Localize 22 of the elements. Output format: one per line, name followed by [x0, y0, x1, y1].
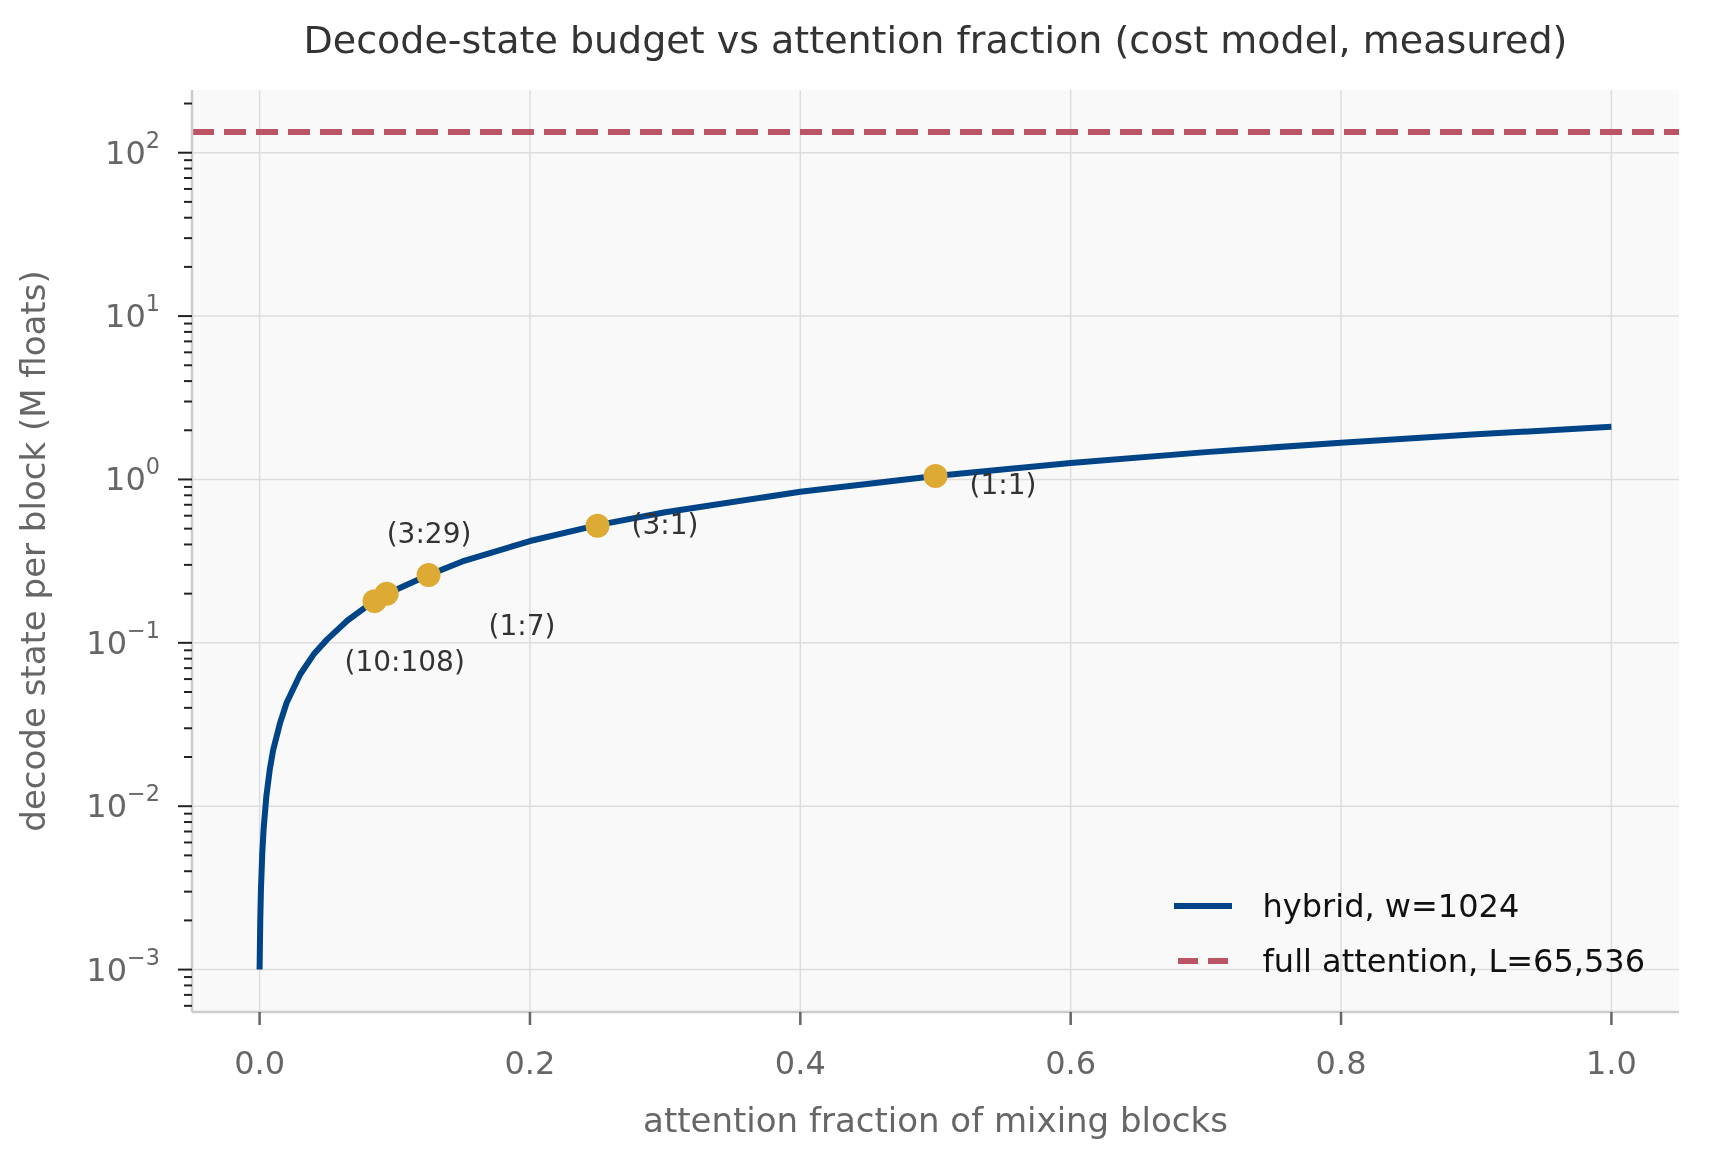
chart-title: Decode-state budget vs attention fraction (cost model, measured): [303, 18, 1568, 62]
y-tick-label: 10$^{2}$: [105, 126, 160, 172]
y-axis-title: decode state per block (M floats): [13, 270, 53, 832]
x-tick-label: 0.2: [504, 1043, 556, 1082]
y-tick-label: 10$^{0}$: [105, 453, 160, 499]
y-tick-label: 10$^{1}$: [105, 290, 160, 336]
annotation: (10:108): [344, 644, 465, 678]
x-tick-label: 0.8: [1315, 1043, 1367, 1082]
annotation: (1:7): [488, 608, 556, 642]
y-tick-label: 10$^{−3}$: [86, 943, 160, 989]
annotation: (3:1): [631, 507, 699, 541]
x-axis-title: attention fraction of mixing blocks: [643, 1100, 1228, 1140]
y-tick-label: 10$^{−2}$: [86, 780, 160, 826]
legend-label: full attention, L=65,536: [1262, 941, 1645, 980]
x-tick-label: 0.4: [774, 1043, 826, 1082]
y-tick-label: 10$^{−1}$: [86, 616, 160, 662]
x-tick-label: 0.6: [1045, 1043, 1097, 1082]
x-tick-label: 0.0: [234, 1043, 286, 1082]
annotation: (3:29): [386, 516, 472, 550]
annotation: (1:1): [969, 467, 1037, 501]
legend-label: hybrid, w=1024: [1262, 886, 1520, 925]
x-tick-label: 1.0: [1585, 1043, 1637, 1082]
